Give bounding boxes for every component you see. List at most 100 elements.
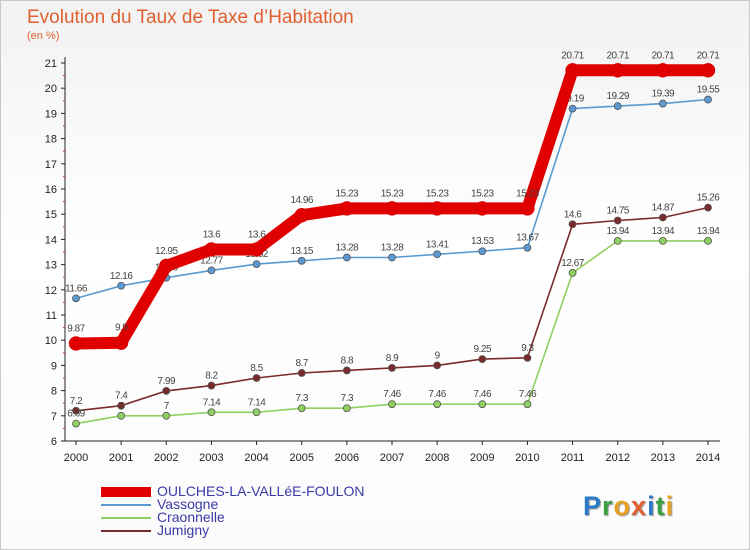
- series-oulches: 9.87 9.9 12.95 13.6 13.6 14.96 15.23 15.23 15.23…: [67, 50, 721, 351]
- data-point: [523, 243, 532, 252]
- data-label: 9.25: [474, 344, 492, 355]
- data-point: [117, 281, 126, 290]
- data-point: [207, 381, 216, 390]
- data-label: 20.71: [652, 50, 675, 61]
- data-label: 7.3: [341, 393, 354, 404]
- legend-label: Craonnelle: [157, 509, 225, 525]
- data-point: [252, 408, 261, 417]
- data-point: [113, 335, 129, 350]
- data-label: 15.23: [336, 188, 359, 199]
- data-label: 13.94: [652, 226, 675, 237]
- logo-letter: r: [602, 491, 614, 521]
- data-label: 19.19: [561, 94, 584, 105]
- x-tick-label: 2011: [561, 452, 585, 464]
- data-label: 8.2: [205, 371, 218, 382]
- legend-swatch: [101, 516, 151, 519]
- series-vassogne: 11.6612.1612.4812.7713.0213.1513.2813.28…: [65, 85, 721, 303]
- data-point: [117, 401, 126, 410]
- data-label: 13.41: [426, 239, 449, 250]
- data-label: 20.71: [606, 50, 629, 61]
- data-point: [339, 201, 355, 216]
- y-tick-label: 19: [45, 108, 57, 120]
- data-point: [433, 400, 442, 409]
- data-label: 12.95: [155, 246, 178, 257]
- data-point: [342, 366, 351, 375]
- data-label: 14.87: [652, 202, 675, 213]
- data-label: 7.46: [519, 389, 537, 400]
- data-label: 14.6: [564, 209, 582, 220]
- data-label: 20.71: [697, 50, 720, 61]
- data-point: [704, 203, 712, 212]
- data-label: 13.94: [697, 226, 720, 237]
- data-point: [613, 237, 622, 245]
- data-label: 15.23: [471, 188, 494, 199]
- data-label: 7.3: [296, 393, 309, 404]
- data-point: [613, 216, 622, 225]
- data-label: 8.5: [250, 363, 263, 374]
- series-jumigny: 7.2 7.4 7.99 8.2 8.5 8.7 8.8 8.9 9 9.25 9.3 14.6 14.…: [70, 193, 721, 415]
- data-label: 7: [164, 401, 170, 412]
- logo-letter: i: [665, 491, 675, 521]
- data-point: [297, 369, 306, 377]
- y-tick-label: 16: [45, 184, 57, 196]
- legend-label: Jumigny: [157, 522, 210, 538]
- x-tick-label: 2008: [425, 452, 449, 464]
- data-point: [72, 294, 80, 303]
- series-craonnelle: 6.69 7 7 7.14 7.14 7.3 7.3 7.46 7.46 7.46 7.46 12.6…: [67, 226, 721, 428]
- data-label: 7.14: [248, 397, 266, 408]
- data-point: [388, 253, 396, 262]
- data-label: 8.8: [341, 355, 354, 366]
- data-label: 9: [435, 350, 441, 361]
- x-tick-label: 2001: [109, 452, 133, 464]
- data-label: 15.23: [516, 188, 539, 199]
- logo-letter: x: [631, 491, 648, 521]
- legend-swatch: [101, 503, 151, 506]
- y-tick-label: 9: [51, 360, 57, 372]
- data-label: 7: [119, 401, 125, 412]
- legend-swatch: [101, 486, 151, 497]
- data-point: [478, 355, 487, 364]
- data-point: [162, 386, 171, 395]
- data-label: 13.6: [248, 229, 266, 240]
- x-tick-label: 2012: [605, 452, 629, 464]
- data-label: 7.4: [115, 391, 128, 402]
- data-point: [117, 411, 126, 420]
- data-label: 15.26: [697, 193, 720, 204]
- data-point: [252, 260, 261, 268]
- data-label: 13.6: [203, 229, 221, 240]
- logo-letter: P: [583, 491, 603, 521]
- data-point: [433, 250, 442, 259]
- y-tick-label: 14: [45, 234, 57, 246]
- data-label: 8.7: [296, 358, 309, 369]
- data-point: [475, 201, 490, 216]
- x-tick-label: 2005: [289, 452, 313, 464]
- y-tick-label: 8: [51, 386, 57, 398]
- data-point: [658, 237, 667, 245]
- x-tick-label: 2000: [64, 452, 88, 464]
- legend-item: OULCHES-LA-VALLéE-FOULON: [101, 484, 364, 498]
- data-point: [478, 400, 487, 409]
- y-tick-label: 18: [45, 134, 57, 146]
- legend-item: Jumigny: [101, 522, 364, 538]
- data-point: [704, 95, 712, 104]
- data-label: 6.69: [67, 409, 85, 420]
- legend-item: Craonnelle: [101, 509, 364, 525]
- data-point: [162, 411, 171, 420]
- data-point: [297, 256, 306, 265]
- x-tick-label: 2003: [199, 452, 223, 464]
- data-point: [342, 253, 351, 262]
- legend-swatch: [101, 529, 151, 532]
- data-label: 19.39: [652, 89, 675, 100]
- data-point: [523, 353, 532, 362]
- data-point: [68, 336, 84, 351]
- data-point: [523, 400, 532, 409]
- y-tick-label: 11: [46, 310, 57, 322]
- data-point: [478, 247, 487, 256]
- legend-label: Vassogne: [157, 496, 219, 512]
- data-label: 14.75: [606, 206, 629, 217]
- x-tick-label: 2009: [470, 452, 494, 464]
- x-tick-label: 2006: [335, 452, 359, 464]
- x-tick-label: 2004: [244, 452, 268, 464]
- data-point: [610, 63, 625, 78]
